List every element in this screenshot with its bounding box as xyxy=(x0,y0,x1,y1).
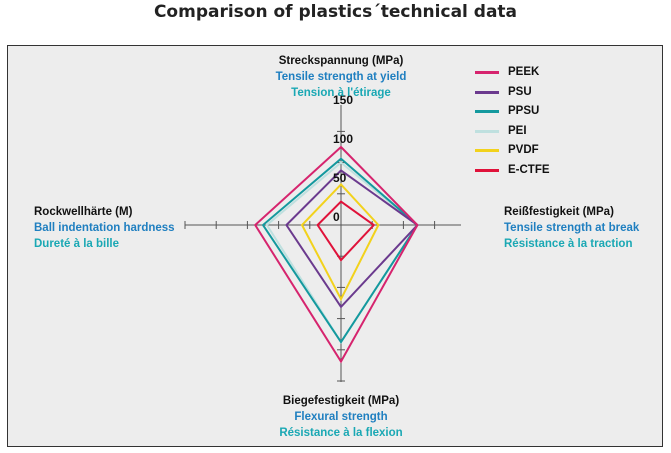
axis-top-french: Tension à l'étirage xyxy=(291,87,391,99)
legend-swatch xyxy=(475,71,499,74)
axis-bottom-english: Flexural strength xyxy=(294,411,388,423)
tick-label-0: 0 xyxy=(333,210,340,224)
legend-label: PEEK xyxy=(508,66,540,78)
legend-item-pvdf: PVDF xyxy=(475,144,595,158)
axis-left-french: Dureté à la bille xyxy=(34,238,120,250)
axis-top-title: Streckspannung (MPa) xyxy=(278,55,404,67)
legend-swatch xyxy=(475,149,499,152)
legend-item-ppsu: PPSU xyxy=(475,105,595,119)
legend-label: E-CTFE xyxy=(508,163,550,176)
axis-top-english: Tensile strength at yield xyxy=(275,71,407,83)
legend-item-e-ctfe: E-CTFE xyxy=(475,164,595,178)
axis-bottom-french: Résistance à la flexion xyxy=(279,427,403,439)
legend-item-peek: PEEK xyxy=(475,66,595,80)
page-title: Comparison of plastics´technical data xyxy=(153,2,518,22)
axis-label-top: Streckspannung (MPa) Tensile strength at… xyxy=(276,53,407,101)
tick-label-50: 50 xyxy=(333,171,347,185)
axis-right-english: Tensile strength at break xyxy=(504,222,640,234)
series-e-ctfe-polygon xyxy=(316,200,376,262)
axis-right-title: Reißfestigkeit (MPa) xyxy=(504,206,614,218)
series-pei-polygon xyxy=(265,161,419,344)
axis-label-bottom: Biegefestigkeit (MPa) Flexural strength … xyxy=(279,393,402,441)
axis-bottom-title: Biegefestigkeit (MPa) xyxy=(282,395,400,407)
legend-label: PVDF xyxy=(508,144,539,156)
series-peek-polygon xyxy=(253,145,419,364)
axis-label-left: Rockwellhärte (M) Ball indentation hardn… xyxy=(34,204,175,252)
legend-label: PPSU xyxy=(508,105,540,117)
legend-item-pei: PEI xyxy=(475,125,595,139)
legend-item-psu: PSU xyxy=(475,86,595,100)
legend-label: PSU xyxy=(508,85,532,98)
axis-right-french: Résistance à la traction xyxy=(504,238,633,250)
tick-label-150: 150 xyxy=(333,93,353,107)
chart-panel xyxy=(7,45,663,447)
series-ppsu-polygon xyxy=(261,157,419,344)
axis-left-english: Ball indentation hardness xyxy=(34,222,175,234)
tick-label-100: 100 xyxy=(333,132,353,146)
legend-swatch xyxy=(475,168,499,172)
legend-label: PEI xyxy=(508,124,527,137)
legend-swatch xyxy=(475,110,499,113)
legend-swatch xyxy=(475,129,499,133)
axis-label-right: Reißfestigkeit (MPa) Tensile strength at… xyxy=(504,204,639,252)
series-pvdf-polygon xyxy=(300,182,380,302)
axis-left-title: Rockwellhärte (M) xyxy=(34,206,133,218)
series-psu-polygon xyxy=(285,169,419,309)
legend-swatch xyxy=(475,90,499,94)
